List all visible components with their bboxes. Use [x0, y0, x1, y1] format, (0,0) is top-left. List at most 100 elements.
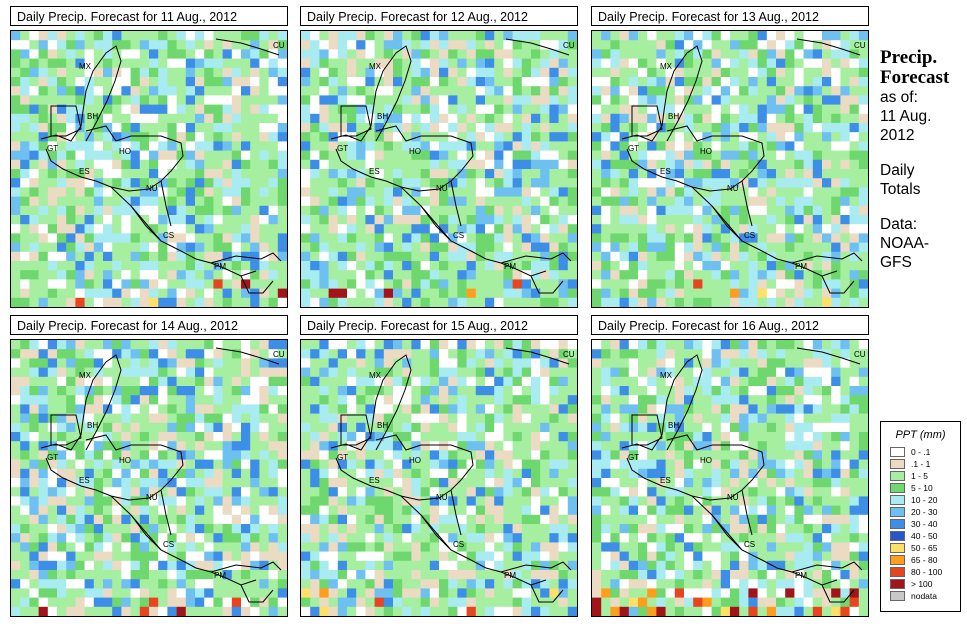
country-label: PM	[214, 571, 226, 580]
country-border	[340, 414, 372, 446]
legend-rows: 0 - .1 .1 - 1 1 - 5 5 - 10 10 - 20 20 - 30 30 …	[881, 446, 960, 602]
as-of-block: as of: 11 Aug. 2012	[880, 88, 965, 145]
as-of-date-line2: 2012	[880, 127, 915, 144]
legend-label: > 100	[911, 579, 933, 589]
country-border	[821, 275, 855, 294]
forecast-panel: Daily Precip. Forecast for 15 Aug., 2012…	[300, 315, 580, 617]
country-border	[450, 180, 462, 227]
legend-item: 10 - 20	[890, 494, 960, 506]
country-label: ES	[660, 476, 671, 485]
country-label: MX	[660, 371, 673, 380]
country-label: ES	[369, 167, 380, 176]
legend-label: .1 - 1	[911, 459, 931, 469]
country-label: GT	[337, 144, 348, 153]
country-border	[330, 354, 412, 451]
forecast-panel: Daily Precip. Forecast for 14 Aug., 2012…	[10, 315, 290, 617]
country-label: BH	[87, 112, 98, 121]
country-label: HO	[119, 147, 131, 156]
country-label: CU	[854, 350, 866, 359]
totals-line1: Daily	[880, 162, 915, 179]
legend-label: 20 - 30	[911, 507, 938, 517]
forecast-panel: Daily Precip. Forecast for 11 Aug., 2012…	[10, 6, 290, 308]
country-label: HO	[409, 147, 421, 156]
data-source-line1: Data:	[880, 216, 918, 233]
legend-swatch	[890, 567, 905, 577]
country-label: CS	[163, 231, 174, 240]
country-label: GT	[47, 144, 58, 153]
panel-title: Daily Precip. Forecast for 11 Aug., 2012	[10, 6, 288, 26]
country-border	[130, 205, 162, 242]
country-border	[691, 186, 838, 277]
country-label: HO	[409, 456, 421, 465]
legend-swatch	[890, 483, 905, 493]
country-label: PM	[214, 262, 226, 271]
legend-label: 5 - 10	[911, 483, 933, 493]
legend-item: 65 - 80	[890, 554, 960, 566]
legend-item: .1 - 1	[890, 458, 960, 470]
country-border	[500, 252, 572, 264]
precip-map-svg: MX BH GT HO ES NU CS PM CU	[592, 340, 868, 616]
country-border	[340, 105, 372, 137]
country-label: MX	[79, 62, 92, 71]
legend-swatch	[890, 519, 905, 529]
side-heading-line1: Precip.	[880, 47, 938, 68]
country-label: CS	[453, 540, 464, 549]
country-border	[40, 45, 122, 142]
data-source-line2: NOAA-	[880, 235, 930, 252]
precip-map: MX BH GT HO ES NU CS PM CU	[591, 339, 869, 617]
precip-map-svg: MX BH GT HO ES NU CS PM CU	[592, 31, 868, 307]
country-border	[505, 38, 570, 56]
legend-label: 65 - 80	[911, 555, 938, 565]
country-border	[791, 561, 863, 573]
country-label: BH	[668, 421, 679, 430]
country-border	[210, 252, 282, 264]
country-label: HO	[119, 456, 131, 465]
legend-label: 30 - 40	[911, 519, 938, 529]
country-border	[215, 38, 280, 56]
country-label: CU	[854, 41, 866, 50]
country-border	[160, 180, 172, 227]
country-border	[530, 584, 564, 603]
forecast-panel: Daily Precip. Forecast for 12 Aug., 2012…	[300, 6, 580, 308]
legend-item: nodata	[890, 590, 960, 602]
country-label: BH	[87, 421, 98, 430]
forecast-panel: Daily Precip. Forecast for 16 Aug., 2012…	[591, 315, 871, 617]
country-label: CU	[563, 41, 575, 50]
country-border	[791, 252, 863, 264]
precip-map-svg: MX BH GT HO ES NU CS PM CU	[301, 340, 577, 616]
legend-label: 10 - 20	[911, 495, 938, 505]
precip-map: MX BH GT HO ES NU CS PM CU	[591, 30, 869, 308]
country-border	[330, 45, 412, 142]
country-label: CS	[453, 231, 464, 240]
as-of-label: as of:	[880, 89, 918, 106]
country-border	[210, 561, 282, 573]
panel-title: Daily Precip. Forecast for 16 Aug., 2012	[591, 315, 869, 335]
data-source-line3: GFS	[880, 254, 912, 271]
country-label: CU	[273, 350, 285, 359]
country-label: ES	[660, 167, 671, 176]
panel-title: Daily Precip. Forecast for 13 Aug., 2012	[591, 6, 869, 26]
legend-swatch	[890, 495, 905, 505]
country-label: BH	[668, 112, 679, 121]
legend-swatch	[890, 543, 905, 553]
country-border	[420, 205, 452, 242]
legend-item: > 100	[890, 578, 960, 590]
country-border	[821, 584, 855, 603]
country-border	[215, 347, 280, 365]
country-label: MX	[79, 371, 92, 380]
legend-item: 0 - .1	[890, 446, 960, 458]
country-border	[741, 489, 753, 536]
totals-line2: Totals	[880, 181, 921, 198]
precip-map-svg: MX BH GT HO ES NU CS PM CU	[301, 31, 577, 307]
country-label: NU	[727, 493, 739, 502]
legend-item: 20 - 30	[890, 506, 960, 518]
panel-title: Daily Precip. Forecast for 14 Aug., 2012	[10, 315, 288, 335]
side-heading: Precip. Forecast	[880, 48, 965, 88]
legend-swatch	[890, 507, 905, 517]
country-border	[130, 514, 162, 551]
panel-title: Daily Precip. Forecast for 12 Aug., 2012	[300, 6, 578, 26]
country-border	[711, 205, 743, 242]
precip-map: MX BH GT HO ES NU CS PM CU	[10, 339, 288, 617]
legend-item: 30 - 40	[890, 518, 960, 530]
ppt-legend: PPT (mm) 0 - .1 .1 - 1 1 - 5 5 - 10 10 - 20 2…	[880, 421, 961, 612]
